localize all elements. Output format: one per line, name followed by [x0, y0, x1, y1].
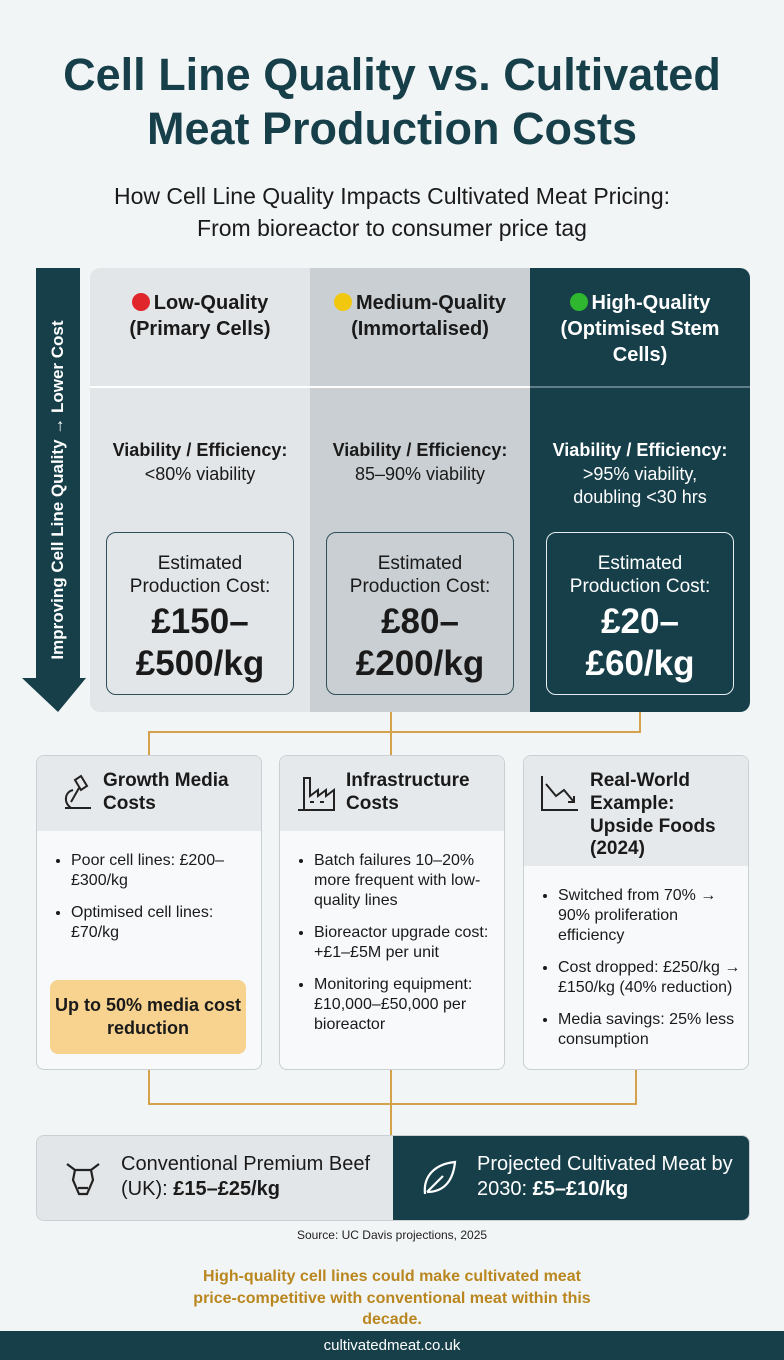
cost-box: Estimated Production Cost: £80–£200/kg — [326, 532, 514, 695]
card: Real-World Example: Upside Foods (2024) S… — [523, 755, 749, 1070]
bullet: Cost dropped: £250/kg → £150/kg (40% red… — [558, 958, 744, 998]
metric-label: Viability / Efficiency: — [332, 440, 508, 460]
bullet: Switched from 70% → 90% proliferation ef… — [558, 886, 744, 946]
card-bullets: Switched from 70% → 90% proliferation ef… — [536, 886, 744, 1062]
status-dot — [131, 293, 150, 311]
card: Growth Media Costs Poor cell lines: £200–… — [36, 755, 262, 1070]
cost-box: Estimated Production Cost: £150–£500/kg — [106, 532, 294, 695]
comparison-text: Projected Cultivated Meat by 2030: £5–£1… — [477, 1152, 737, 1202]
tier-name: Medium-Quality (Immortalised) — [318, 290, 522, 342]
card-icon — [541, 776, 578, 811]
comparison-label: Projected Cultivated Meat by 2030: — [477, 1153, 733, 1200]
tier-name: High-Quality (Optimised Stem Cells) — [538, 290, 742, 368]
bullet: Optimised cell lines: £70/kg — [71, 903, 257, 943]
side-arrow — [22, 268, 86, 712]
comparison-conventional: Conventional Premium Beef (UK): £15–£25/… — [37, 1136, 393, 1220]
tier-name-text: High-Quality (Optimised Stem Cells) — [560, 292, 720, 366]
conclusion: High-quality cell lines could make culti… — [193, 1268, 591, 1329]
subtitle: How Cell Line Quality Impacts Cultivated… — [30, 180, 754, 244]
side-arrow-label: Improving Cell Line Quality → Lower Cost — [48, 320, 67, 660]
tier-column: Medium-Quality (Immortalised) Viability /… — [310, 268, 530, 712]
comparison-icon — [66, 1163, 100, 1196]
source: Source: UC Davis projections, 2025 — [296, 1228, 488, 1242]
metric-label: Viability / Efficiency: — [112, 440, 288, 460]
bullet: Media savings: 25% less consumption — [558, 1010, 744, 1050]
bullet: Batch failures 10–20% more frequent with… — [314, 851, 500, 911]
tier-name: Low-Quality (Primary Cells) — [98, 290, 302, 342]
metric-value: >95% viability, doubling <30 hrs — [573, 464, 707, 507]
status-dot — [333, 293, 352, 311]
comparison-label: Conventional Premium Beef (UK): — [121, 1153, 371, 1200]
subtitle-line: From bioreactor to consumer price tag — [197, 215, 587, 242]
card-title: Growth Media Costs — [103, 770, 229, 814]
footer: cultivatedmeat.co.uk — [0, 1331, 784, 1360]
bullet: Monitoring equipment: £10,000–£50,000 pe… — [314, 975, 500, 1035]
comparison-projected: Projected Cultivated Meat by 2030: £5–£1… — [393, 1136, 749, 1220]
card-header — [37, 756, 261, 831]
highlight-box: Up to 50% media cost reduction — [50, 980, 246, 1054]
metric-label: Viability / Efficiency: — [552, 440, 728, 460]
cost-label: Estimated Production Cost: — [349, 553, 491, 597]
comparison-bar: Conventional Premium Beef (UK): £15–£25/… — [36, 1135, 750, 1221]
cost-value: £20–£60/kg — [585, 601, 695, 683]
bullet: Bioreactor upgrade cost: +£1–£5M per uni… — [314, 923, 500, 963]
comparison-text: Conventional Premium Beef (UK): £15–£25/… — [121, 1152, 381, 1202]
card-bullets: Poor cell lines: £200–£300/kg Optimised c… — [49, 851, 257, 955]
title: Cell Line Quality vs. Cultivated Meat Pr… — [63, 49, 721, 154]
bullet: Poor cell lines: £200–£300/kg — [71, 851, 257, 891]
comparison-value: £15–£25/kg — [173, 1178, 280, 1200]
cost-label: Estimated Production Cost: — [129, 553, 271, 597]
tier-name-text: Low-Quality (Primary Cells) — [129, 292, 271, 340]
divider — [530, 386, 750, 388]
tier-column: Low-Quality (Primary Cells) Viability / E… — [90, 268, 310, 712]
tier-column: High-Quality (Optimised Stem Cells) Viabi… — [530, 268, 750, 712]
card-bullets: Batch failures 10–20% more frequent with… — [292, 851, 500, 1047]
cost-label: Estimated Production Cost: — [569, 553, 711, 597]
tier-panel: Low-Quality (Primary Cells) Viability / E… — [90, 268, 750, 712]
subtitle-line: How Cell Line Quality Impacts Cultivated… — [113, 183, 671, 209]
divider — [90, 386, 310, 388]
card-title: Real-World Example: Upside Foods (2024) — [590, 770, 716, 860]
tier-name-text: Medium-Quality (Immortalised) — [351, 292, 506, 340]
cost-value: £80–£200/kg — [355, 601, 485, 683]
metric-value: 85–90% viability — [354, 464, 486, 484]
connector — [148, 1070, 637, 1105]
card-icon — [65, 774, 91, 809]
card-title: Infrastructure Costs — [346, 770, 470, 814]
connector — [148, 712, 641, 755]
cost-box: Estimated Production Cost: £20–£60/kg — [546, 532, 734, 695]
card: Infrastructure Costs Batch failures 10–20… — [279, 755, 505, 1070]
card-icon — [298, 777, 335, 811]
cost-value: £150–£500/kg — [135, 601, 265, 683]
divider — [310, 386, 530, 388]
comparison-icon — [423, 1160, 457, 1195]
status-dot — [569, 293, 588, 311]
comparison-value: £5–£10/kg — [532, 1178, 629, 1200]
metric-value: <80% viability — [144, 464, 256, 484]
